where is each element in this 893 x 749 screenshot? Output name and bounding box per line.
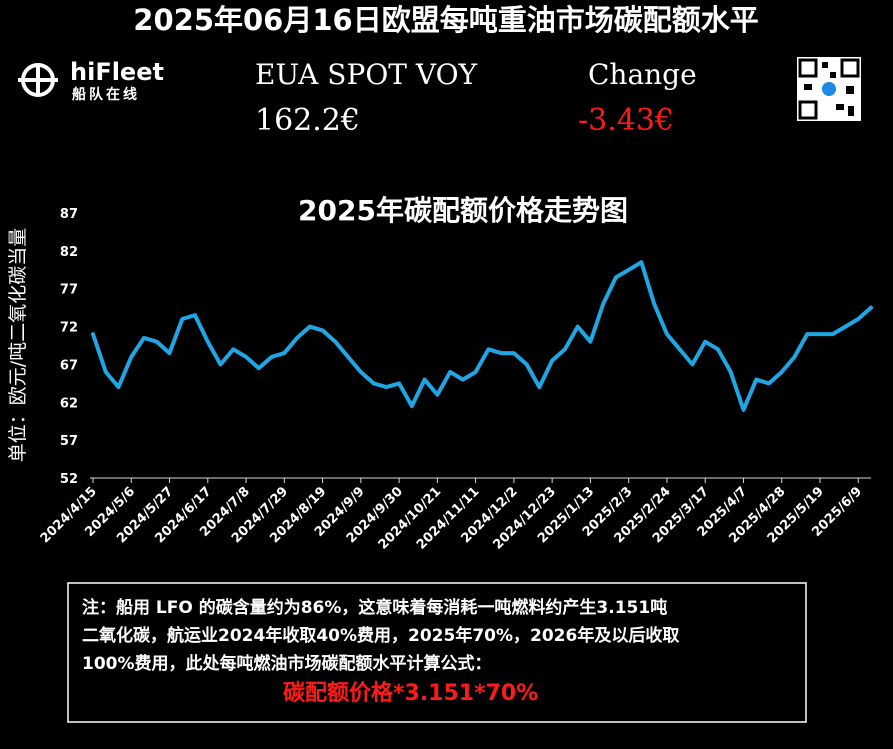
qr-module — [822, 62, 828, 68]
qr-module — [846, 86, 854, 94]
y-tick-label: 72 — [60, 321, 78, 336]
qr-finder — [798, 100, 818, 120]
qr-module — [836, 104, 844, 110]
note-formula: 碳配额价格*3.151*70% — [283, 680, 538, 706]
change-value: -3.43€ — [578, 103, 674, 138]
change-label: Change — [588, 58, 697, 91]
y-axis-label: 单位：欧元/吨二氧化碳当量 — [7, 228, 29, 462]
quote-label: EUA SPOT VOY — [255, 58, 478, 91]
logo-sub: 船队在线 — [72, 86, 140, 103]
qr-finder — [798, 58, 818, 78]
y-tick-label: 87 — [60, 207, 78, 222]
qr-logo — [822, 82, 836, 96]
y-tick-label: 57 — [60, 434, 78, 449]
price-line — [91, 260, 873, 412]
qr-module — [804, 84, 812, 90]
qr-finder — [840, 58, 860, 78]
logo — [18, 63, 58, 97]
qr-module — [830, 72, 836, 78]
qr-module — [848, 106, 854, 116]
y-tick-label: 62 — [60, 396, 78, 411]
y-tick-label: 77 — [60, 283, 78, 298]
note-line: 二氧化碳，航运业2024年收取40%费用，2025年70%，2026年及以后收取 — [82, 625, 679, 646]
logo-name: hiFleet — [70, 58, 164, 86]
note-box — [67, 582, 807, 723]
y-tick-label: 67 — [60, 358, 78, 373]
quote-value: 162.2€ — [255, 103, 360, 138]
y-tick-label: 82 — [60, 245, 78, 260]
qr-code — [797, 57, 861, 121]
y-tick-label: 52 — [60, 472, 78, 487]
page-title: 2025年06月16日欧盟每吨重油市场碳配额水平 — [133, 3, 758, 37]
chart-title: 2025年碳配额价格走势图 — [298, 194, 628, 227]
note-line: 100%费用，此处每吨燃油市场碳配额水平计算公式： — [82, 653, 492, 674]
note-line: 注：船用 LFO 的碳含量约为86%，这意味着每消耗一吨燃料约产生3.151吨 — [82, 597, 667, 618]
